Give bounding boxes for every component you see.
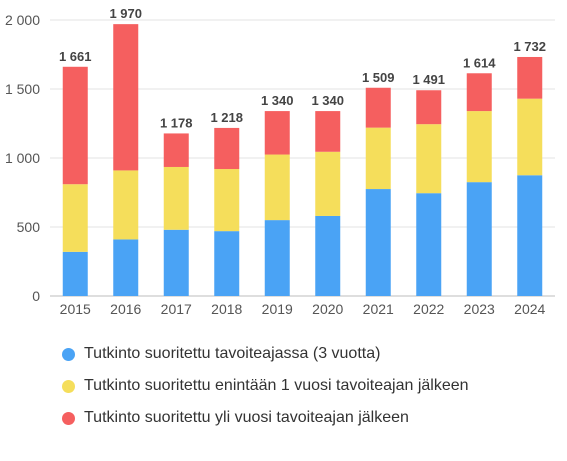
bar-segment: [365, 87, 391, 128]
bar-segment: [365, 189, 391, 296]
bar-segment: [315, 111, 341, 152]
bar-segment: [365, 127, 391, 190]
x-tick-label: 2015: [60, 301, 91, 317]
bar-total-label: 1 614: [463, 55, 496, 70]
bar-total-label: 1 340: [261, 93, 294, 108]
bar-segment: [264, 154, 290, 221]
bar-segment: [113, 24, 139, 171]
bar-total-label: 1 661: [59, 49, 92, 64]
bar-segment: [416, 90, 442, 125]
legend-label-on-time: Tutkinto suoritettu tavoiteajassa (3 vuo…: [84, 345, 381, 362]
bar-total-label: 1 491: [412, 72, 445, 87]
legend-swatch-within-one-year: [62, 379, 75, 393]
bar-segment: [163, 229, 189, 296]
bar-segment: [315, 215, 341, 296]
legend-swatch-over-one-year: [62, 411, 75, 425]
bar-segment: [113, 170, 139, 240]
bar-total-label: 1 218: [210, 110, 243, 125]
bar-segment: [62, 66, 88, 185]
legend-label-within-one-year: Tutkinto suoritettu enintään 1 vuosi tav…: [84, 377, 469, 394]
legend-item-on-time: Tutkinto suoritettu tavoiteajassa (3 vuo…: [62, 338, 469, 370]
y-tick-label: 1 500: [5, 81, 40, 97]
bar-segment: [113, 239, 139, 296]
bar-segment: [62, 184, 88, 252]
bar-segment: [517, 175, 543, 296]
bar-segment: [466, 182, 492, 296]
bar-segment: [416, 124, 442, 194]
x-tick-label: 2019: [262, 301, 293, 317]
chart-legend: Tutkinto suoritettu tavoiteajassa (3 vuo…: [62, 338, 469, 434]
bar-segment: [416, 193, 442, 296]
legend-label-over-one-year: Tutkinto suoritettu yli vuosi tavoiteaja…: [84, 409, 409, 426]
bar-total-label: 1 178: [160, 115, 193, 130]
bar-segment: [264, 111, 290, 155]
x-tick-label: 2017: [161, 301, 192, 317]
legend-swatch-on-time: [62, 347, 75, 361]
bar-segment: [517, 98, 543, 176]
bar-segment: [264, 220, 290, 296]
bar-segment: [466, 111, 492, 183]
legend-item-over-one-year: Tutkinto suoritettu yli vuosi tavoiteaja…: [62, 402, 469, 434]
y-tick-label: 500: [17, 219, 41, 235]
bar-total-label: 1 340: [311, 93, 344, 108]
bar-segment: [517, 56, 543, 99]
bar-total-label: 1 970: [109, 6, 142, 21]
x-tick-label: 2024: [514, 301, 545, 317]
bar-segment: [466, 73, 492, 112]
y-tick-label: 0: [32, 288, 40, 304]
x-tick-label: 2020: [312, 301, 343, 317]
bar-segment: [163, 133, 189, 167]
bar-segment: [214, 127, 240, 170]
legend-item-within-one-year: Tutkinto suoritettu enintään 1 vuosi tav…: [62, 370, 469, 402]
x-tick-label: 2022: [413, 301, 444, 317]
x-tick-label: 2021: [363, 301, 394, 317]
y-tick-label: 2 000: [5, 12, 40, 28]
bar-segment: [163, 166, 189, 230]
stacked-bar-chart: 0 500 1 000 1 500 2 000 1 661 2015 1 970 2016 1 1…: [5, 6, 555, 317]
x-tick-label: 2018: [211, 301, 242, 317]
bar-total-label: 1 509: [362, 70, 395, 85]
bar-total-label: 1 732: [513, 39, 546, 54]
x-tick-label: 2016: [110, 301, 141, 317]
x-tick-label: 2023: [464, 301, 495, 317]
bar-segment: [214, 231, 240, 296]
y-tick-label: 1 000: [5, 150, 40, 166]
bar-segment: [214, 169, 240, 232]
bar-segment: [62, 251, 88, 296]
bar-segment: [315, 151, 341, 216]
